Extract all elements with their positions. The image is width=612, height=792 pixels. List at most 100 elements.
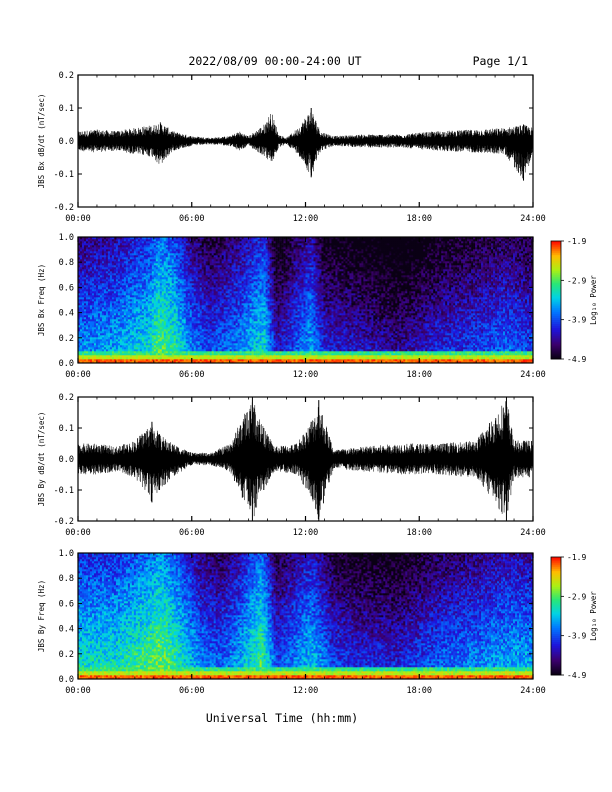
spectrogram-cell — [103, 271, 107, 274]
spectrogram-cell — [133, 319, 137, 322]
spectrogram-cell — [121, 281, 125, 284]
spectrogram-cell — [175, 361, 179, 364]
spectrogram-cell — [117, 241, 121, 244]
spectrogram-cell — [193, 239, 197, 242]
spectrogram-cell — [115, 253, 119, 256]
spectrogram-cell — [205, 279, 209, 282]
spectrogram-cell — [189, 343, 193, 346]
spectrogram-cell — [97, 241, 101, 244]
spectrogram-cell — [199, 279, 203, 282]
spectrogram-cell — [91, 335, 95, 338]
spectrogram-cell — [113, 361, 117, 364]
spectrogram-cell — [187, 265, 191, 268]
spectrogram-cell — [179, 297, 183, 300]
spectrogram-cell — [87, 329, 91, 332]
spectrogram-cell — [141, 325, 145, 328]
spectrogram-cell — [141, 341, 145, 344]
spectrogram-cell — [83, 317, 87, 320]
spectrogram-cell — [91, 255, 95, 258]
spectrogram-cell — [153, 245, 157, 248]
spectrogram-cell — [177, 237, 181, 240]
spectrogram-cell — [113, 359, 117, 362]
spectrogram-cell — [229, 279, 232, 282]
spectrogram-cell — [163, 305, 167, 308]
spectrogram-cell — [223, 285, 226, 288]
spectrogram-cell — [193, 335, 197, 338]
spectrogram-cell — [133, 277, 137, 280]
spectrogram-cell — [95, 281, 99, 284]
spectrogram-cell — [187, 257, 191, 260]
spectrogram-cell — [147, 293, 151, 296]
spectrogram-cell — [87, 325, 91, 328]
spectrogram-cell — [183, 253, 187, 256]
spectrogram-cell — [193, 289, 197, 292]
spectrogram-cell — [219, 321, 222, 324]
spectrogram-cell — [169, 259, 173, 262]
spectrogram-cell — [209, 345, 213, 348]
spectrogram-cell — [135, 349, 139, 352]
spectrogram-cell — [87, 335, 91, 338]
spectrogram-cell — [185, 343, 189, 346]
spectrogram-cell — [151, 285, 155, 288]
spectrogram-cell — [137, 293, 141, 296]
spectrogram-cell — [181, 303, 185, 306]
spectrogram-cell — [137, 249, 141, 252]
spectrogram-cell — [221, 243, 224, 246]
spectrogram-cell — [137, 353, 141, 356]
spectrogram-cell — [229, 309, 232, 312]
spectrogram-cell — [157, 337, 161, 340]
spectrogram-cell — [191, 247, 195, 250]
spectrogram-cell — [209, 303, 213, 306]
spectrogram-cell — [221, 289, 224, 292]
spectrogram-cell — [91, 357, 95, 360]
spectrogram-cell — [141, 255, 145, 258]
spectrogram-cell — [215, 301, 218, 304]
spectrogram-cell — [215, 287, 218, 290]
spectrogram-cell — [127, 361, 131, 364]
spectrogram-cell — [159, 273, 163, 276]
spectrogram-cell — [87, 353, 91, 356]
spectrogram-cell — [155, 341, 159, 344]
spectrogram-cell — [199, 257, 203, 260]
spectrogram-cell — [179, 359, 183, 362]
spectrogram-cell — [119, 273, 123, 276]
spectrogram-cell — [233, 359, 236, 362]
spectrogram-cell — [143, 237, 147, 240]
spectrogram-cell — [107, 271, 111, 274]
spectrogram-cell — [165, 325, 169, 328]
spectrogram-cell — [93, 303, 97, 306]
spectrogram-cell — [161, 275, 165, 278]
spectrogram-cell — [179, 279, 183, 282]
spectrogram-cell — [221, 257, 224, 260]
spectrogram-cell — [177, 271, 181, 274]
spectrogram-cell — [159, 325, 163, 328]
spectrogram-cell — [121, 319, 125, 322]
spectrogram-cell — [163, 303, 167, 306]
spectrogram-cell — [207, 323, 211, 326]
spectrogram-cell — [137, 297, 141, 300]
spectrogram-cell — [203, 257, 207, 260]
spectrogram-cell — [225, 239, 228, 242]
spectrogram-cell — [173, 335, 177, 338]
spectrogram-cell — [111, 331, 115, 334]
spectrogram-cell — [117, 325, 121, 328]
spectrogram-cell — [191, 347, 195, 350]
spectrogram-cell — [197, 317, 201, 320]
spectrogram-cell — [207, 283, 211, 286]
spectrogram-cell — [175, 291, 179, 294]
spectrogram-cell — [87, 293, 91, 296]
spectrogram-cell — [107, 279, 111, 282]
spectrogram-cell — [145, 303, 149, 306]
spectrogram-cell — [183, 337, 187, 340]
spectrogram-cell — [121, 247, 125, 250]
spectrogram-cell — [99, 265, 103, 268]
spectrogram-cell — [227, 307, 230, 310]
spectrogram-cell — [113, 269, 117, 272]
spectrogram-cell — [183, 249, 187, 252]
spectrogram-cell — [141, 321, 145, 324]
spectrogram-cell — [105, 251, 109, 254]
spectrogram-cell — [187, 253, 191, 256]
spectrogram-cell — [107, 281, 111, 284]
spectrogram-cell — [203, 295, 207, 298]
spectrogram-cell — [78, 319, 81, 322]
